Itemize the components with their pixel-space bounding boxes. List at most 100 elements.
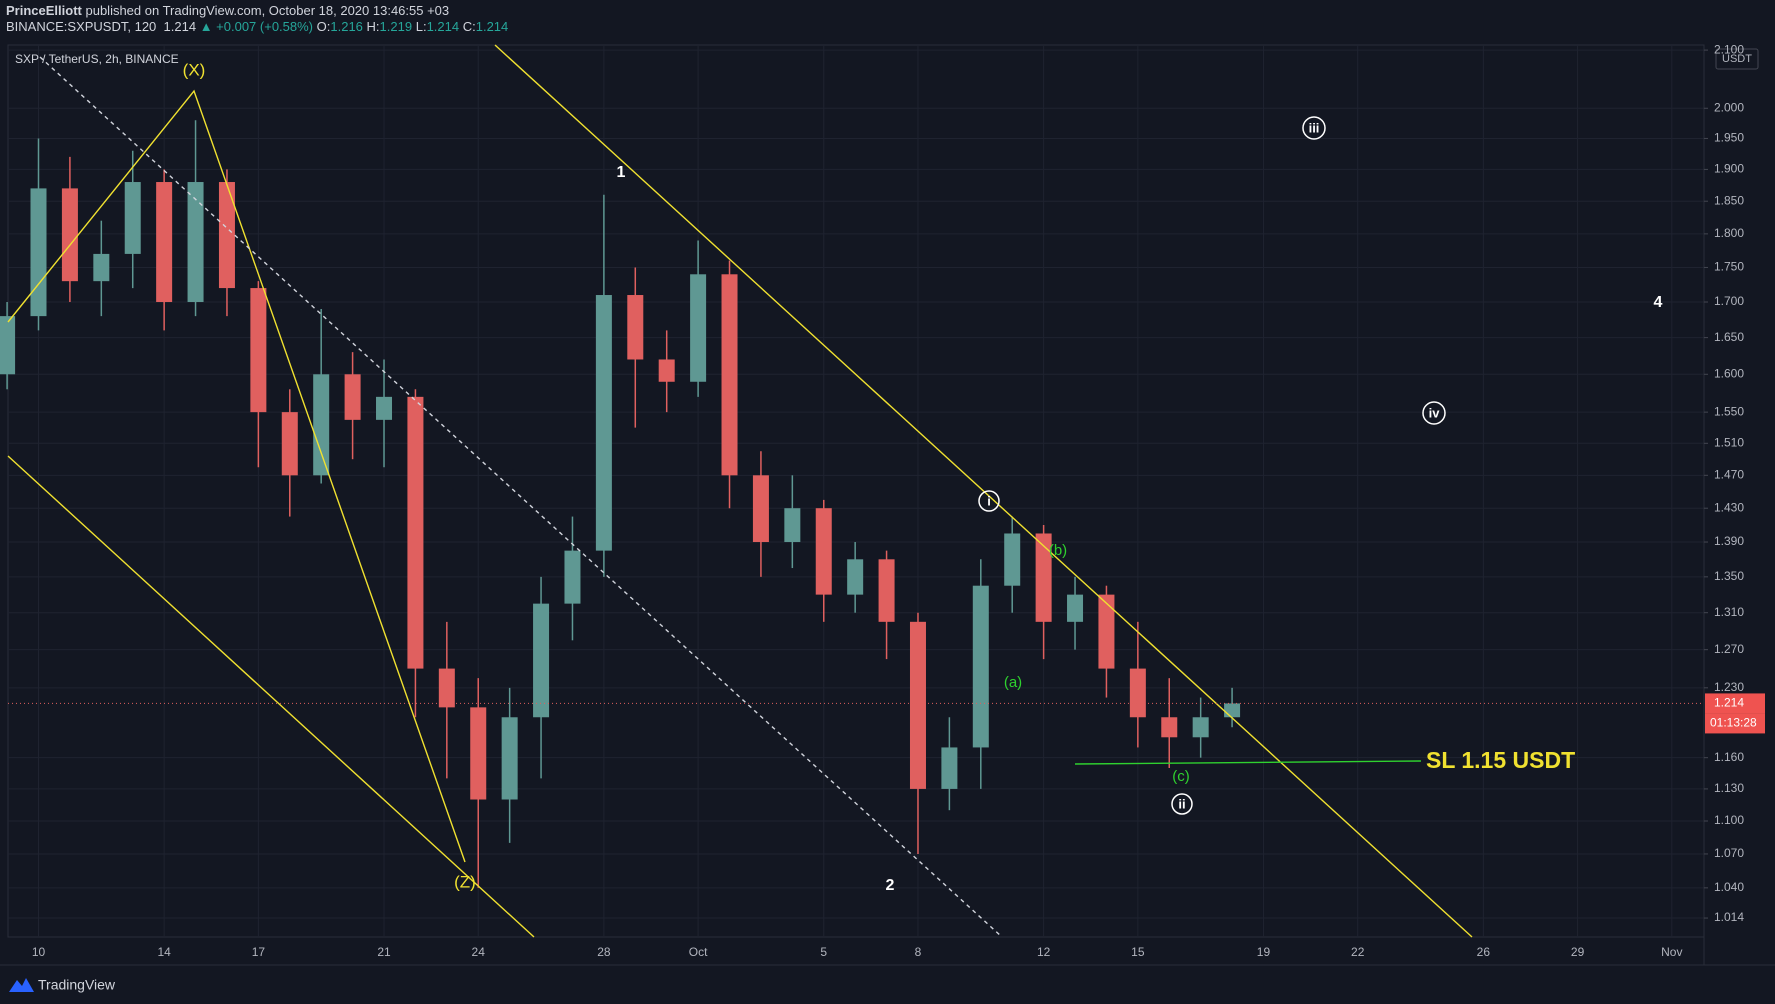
wave-circle [1422, 401, 1446, 425]
chart-legend: SXP / TetherUS, 2h, BINANCE [15, 52, 179, 66]
wave-label: 1 [617, 164, 626, 181]
price: 1.214 [163, 19, 197, 34]
l-value: 1.214 [426, 19, 460, 34]
channel-lower [7, 455, 535, 938]
y-tick-label: 1.900 [1714, 162, 1744, 176]
candle-body [784, 508, 801, 543]
last-price-label: 1.214 [1714, 696, 1744, 710]
y-tick-label: 1.750 [1714, 260, 1744, 274]
sl-line [1074, 760, 1422, 765]
y-tick-label: 2.000 [1714, 100, 1744, 114]
y-tick-label: 1.430 [1714, 500, 1744, 514]
currency: USDT [1722, 53, 1752, 65]
y-tick-label: 1.100 [1714, 813, 1744, 827]
candle-body [187, 182, 204, 303]
candle-body [564, 550, 581, 604]
currency-box [1715, 48, 1759, 70]
candle-body [847, 559, 864, 595]
x-tick-label: 10 [32, 945, 46, 959]
x-tick-label: 5 [820, 945, 827, 959]
y-tick-label: 1.310 [1714, 605, 1744, 619]
y-tick-label: 1.550 [1714, 404, 1744, 418]
x-tick-label: Oct [689, 945, 708, 959]
candle-body [595, 295, 612, 551]
y-tick-label: 1.070 [1714, 846, 1744, 860]
change: ▲ +0.007 (+0.58%) [199, 19, 314, 34]
author: PrinceElliott [6, 3, 82, 18]
y-tick-label: 1.510 [1714, 435, 1744, 449]
x-tick-label: 15 [1131, 945, 1145, 959]
c-value: 1.214 [475, 19, 509, 34]
brand: TradingView [38, 977, 116, 993]
x-tick-label: 22 [1351, 945, 1365, 959]
candle-body [1161, 717, 1178, 738]
candle-body [30, 188, 47, 317]
last-price-tag [1705, 693, 1765, 714]
candle-body [1004, 533, 1021, 586]
wave-circle [978, 490, 1000, 512]
candle-body [470, 707, 487, 800]
candle-body [124, 182, 141, 254]
header: PrinceElliott published on TradingView.c… [6, 3, 508, 35]
wave-label: (b) [1049, 542, 1067, 559]
x-tick-label: Nov [1661, 945, 1682, 959]
wave-label: iv [1429, 405, 1441, 420]
x-tick-label: 26 [1477, 945, 1491, 959]
candle-body [972, 585, 989, 748]
c-key: C: [462, 19, 476, 34]
wave-label: 4 [1654, 294, 1663, 311]
y-tick-label: 1.700 [1714, 294, 1744, 308]
candle-body [1192, 717, 1209, 738]
candle-body [1129, 668, 1146, 718]
brand-logo [9, 978, 34, 992]
candle-body [1035, 533, 1052, 622]
stop-loss-label: SL 1.15 USDT [1426, 747, 1575, 773]
candle-body [721, 274, 738, 476]
candle-body [250, 288, 267, 413]
y-tick-label: 1.600 [1714, 366, 1744, 380]
y-tick-label: 1.014 [1714, 910, 1744, 924]
plot-area [7, 44, 1705, 938]
candle-body [1067, 594, 1084, 622]
candle-body [407, 396, 424, 669]
x-tick-label: 12 [1037, 945, 1051, 959]
candle-body [878, 559, 895, 622]
candle-body [344, 374, 361, 420]
o-value: 1.216 [330, 19, 363, 34]
y-tick-label: 1.800 [1714, 226, 1744, 240]
drawings [7, 44, 1473, 938]
candle-body [690, 274, 707, 382]
candle-body [533, 603, 550, 718]
h-value: 1.219 [379, 19, 413, 34]
symbol: BINANCE:SXPUSDT, 120 [6, 19, 157, 34]
x-tick-label: 19 [1257, 945, 1271, 959]
y-tick-label: 1.130 [1714, 781, 1744, 795]
y-tick-label: 1.270 [1714, 642, 1744, 656]
candle-body [658, 359, 675, 382]
x-tick-label: 28 [597, 945, 611, 959]
wave-label: iii [1309, 120, 1320, 135]
countdown: 01:13:28 [1710, 716, 1757, 730]
header-line-1: PrinceElliott published on TradingView.c… [6, 3, 508, 19]
y-tick-label: 1.350 [1714, 569, 1744, 583]
channel-upper [494, 44, 1473, 938]
y-tick-label: 1.650 [1714, 330, 1744, 344]
l-key: L: [415, 19, 427, 34]
countdown-tag [1705, 713, 1765, 734]
y-tick-label: 1.850 [1714, 193, 1744, 207]
candle-body [909, 621, 926, 789]
y-tick-label: 1.390 [1714, 534, 1744, 548]
h-key: H: [366, 19, 380, 34]
dashed-line [39, 56, 1003, 938]
y-tick-label: 1.230 [1714, 680, 1744, 694]
x-tick-label: 8 [915, 945, 922, 959]
x-tick-label: 21 [377, 945, 391, 959]
candle-body [61, 188, 78, 282]
y-tick-label: 1.950 [1714, 131, 1744, 145]
candles [0, 120, 1241, 888]
y-tick-label: 2.100 [1714, 42, 1744, 56]
wave-lines [7, 89, 466, 863]
candle-body [752, 475, 769, 543]
wave-label: ii [1178, 796, 1185, 811]
